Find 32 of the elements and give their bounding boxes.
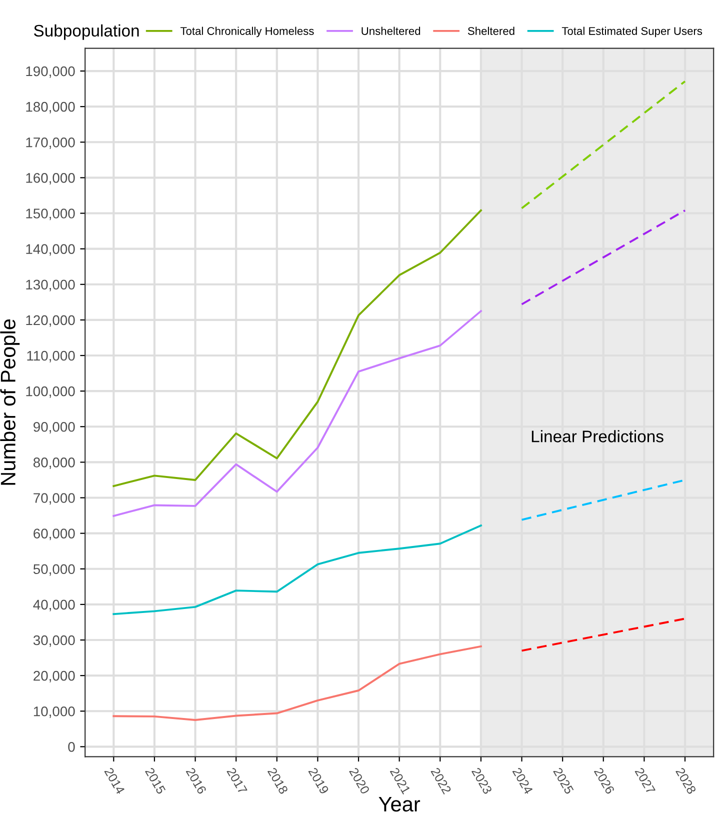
y-axis-title: Number of People (0, 319, 20, 485)
legend-label: Unsheltered (362, 26, 420, 35)
y-tick-label: 170,000 (26, 137, 75, 149)
legend-label: Total Chronically Homeless (180, 26, 314, 38)
band-label: Linear Predictions (532, 430, 664, 442)
y-tick-label: 60,000 (34, 528, 75, 540)
line-series (112, 524, 482, 616)
y-tick-label: 130,000 (26, 280, 75, 292)
y-tick-label: 120,000 (26, 315, 75, 327)
y-tick-label: 30,000 (33, 635, 75, 647)
y-tick-label: 20,000 (34, 670, 75, 682)
y-tick-label: 180,000 (26, 102, 75, 114)
line-series (112, 645, 482, 721)
line-series (112, 310, 482, 517)
line-series (112, 209, 482, 487)
y-tick-label: 0 (68, 742, 75, 752)
y-tick-label: 70,000 (34, 493, 75, 505)
y-tick-label: 190,000 (26, 66, 75, 78)
y-tick-label: 50,000 (33, 564, 75, 576)
legend-label: Sheltered (468, 26, 514, 35)
legend-label: Total Estimated Super Users (562, 26, 702, 38)
y-tick-label: 110,000 (27, 350, 75, 362)
y-tick-label: 100,000 (26, 386, 75, 398)
y-tick-label: 90,000 (34, 422, 75, 434)
y-tick-label: 140,000 (26, 244, 75, 256)
y-tick-label: 150,000 (26, 208, 75, 220)
y-tick-label: 160,000 (26, 173, 75, 185)
y-tick-label: 40,000 (33, 600, 75, 612)
x-axis-title: Year (378, 797, 420, 812)
y-tick-label: 80,000 (33, 458, 75, 470)
y-tick-label: 10,000 (34, 706, 75, 718)
legend-title: Subpopulation (34, 24, 139, 40)
